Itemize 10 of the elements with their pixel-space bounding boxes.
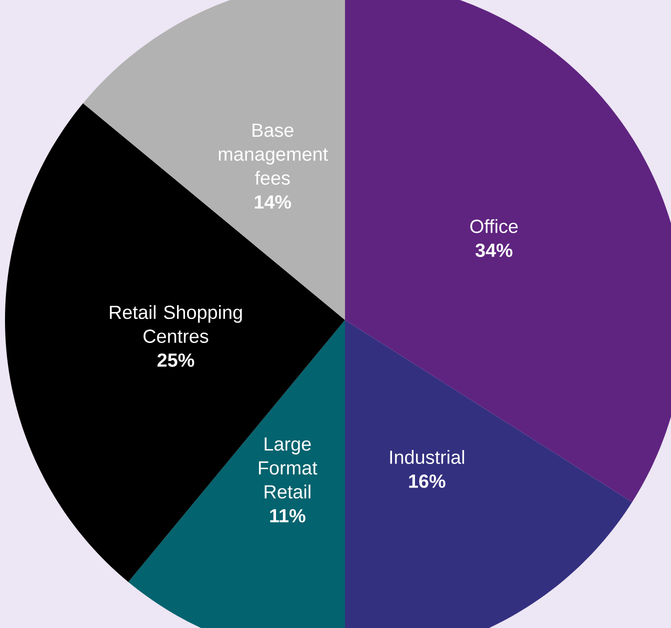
slice-label: Industrial <box>390 450 464 464</box>
data-label: 16% <box>409 474 446 488</box>
data-label: 11% <box>270 509 306 522</box>
data-label: 34% <box>475 244 512 258</box>
data-label: 25% <box>157 353 194 367</box>
data-label: 14% <box>254 195 292 209</box>
slice-label: Retail Shopping Centres <box>110 305 242 343</box>
slice-label: Base management fees <box>218 124 328 185</box>
slice-label: Office <box>470 219 518 234</box>
slice-label: Large Format Retail <box>258 438 318 499</box>
